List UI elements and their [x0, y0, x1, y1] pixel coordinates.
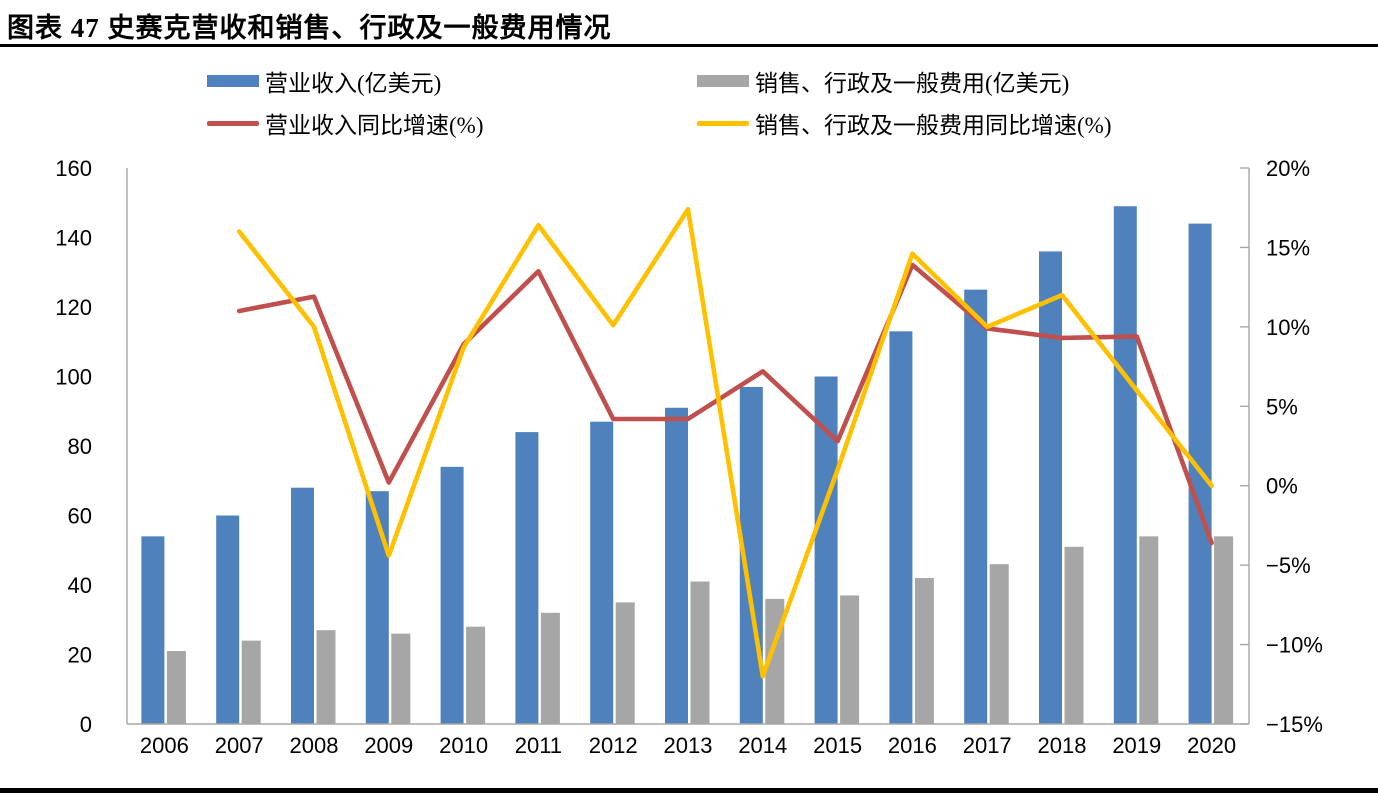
bar-revenue-2007	[216, 515, 240, 724]
bar-sgna-2018	[1064, 546, 1084, 724]
left-axis-tick-label: 160	[55, 156, 92, 181]
legend-item-revenue: 营业收入(亿美元)	[207, 68, 441, 96]
right-axis-tick-label: 15%	[1266, 235, 1310, 260]
left-axis-tick-label: 20	[68, 643, 92, 668]
bar-revenue-2009	[365, 491, 389, 724]
bar-revenue-2011	[515, 432, 539, 724]
left-axis-tick-label: 120	[55, 295, 92, 320]
bar-revenue-2010	[440, 466, 464, 724]
left-axis-tick-label: 140	[55, 226, 92, 251]
right-axis-tick-label: 20%	[1266, 156, 1310, 181]
legend-item-sgna-growth: 销售、行政及一般费用同比增速(%)	[697, 110, 1111, 138]
line-revenue-growth	[236, 262, 1214, 546]
legend-swatch-sgna-growth-line	[697, 120, 749, 126]
bar-sgna-2016	[914, 578, 934, 724]
bar-sgna-2020	[1214, 536, 1234, 724]
right-axis-tick-label: −5%	[1266, 553, 1311, 578]
x-axis-label: 2014	[738, 733, 787, 758]
bar-revenue-2016	[889, 331, 913, 724]
x-axis-label: 2013	[664, 733, 713, 758]
bar-revenue-2008	[291, 487, 314, 724]
x-axis-label: 2006	[140, 733, 189, 758]
bar-sgna-2012	[615, 602, 635, 724]
left-axis-tick-label: 100	[55, 365, 92, 390]
bar-sgna-2013	[690, 581, 710, 724]
bar-sgna-2017	[989, 564, 1009, 724]
x-axis-label: 2008	[290, 733, 339, 758]
right-axis-tick-label: 5%	[1266, 394, 1298, 419]
bar-revenue-2017	[964, 289, 988, 724]
bar-sgna-2007	[241, 640, 261, 724]
x-axis-label: 2018	[1038, 733, 1087, 758]
bar-sgna-2019	[1139, 536, 1159, 724]
legend-item-revenue-growth: 营业收入同比增速(%)	[207, 110, 483, 138]
title-divider-rule	[0, 44, 1378, 47]
bar-sgna-2010	[466, 626, 486, 724]
legend-swatch-revenue-bar	[207, 75, 259, 87]
legend-label-revenue: 营业收入(亿美元)	[265, 71, 442, 96]
x-axis-label: 2017	[963, 733, 1012, 758]
x-axis-label: 2015	[813, 733, 862, 758]
right-axis-tick-label: 10%	[1266, 315, 1310, 340]
x-axis-label: 2012	[589, 733, 638, 758]
left-axis-tick-label: 0	[80, 712, 92, 737]
figure-title: 图表 47 史赛克营收和销售、行政及一般费用情况	[7, 13, 612, 43]
bar-revenue-2019	[1113, 206, 1137, 725]
x-axis-label: 2016	[888, 733, 937, 758]
bar-sgna-2006	[166, 651, 186, 724]
x-axis-label: 2011	[515, 733, 562, 758]
bar-sgna-2015	[840, 595, 860, 724]
bar-revenue-2012	[590, 421, 614, 724]
right-axis-tick-label: 0%	[1266, 474, 1298, 499]
legend-label-revenue-growth: 营业收入同比增速(%)	[265, 113, 484, 138]
line-sgna-growth	[236, 207, 1214, 679]
bar-revenue-2006	[141, 536, 165, 724]
bar-revenue-2015	[814, 376, 838, 724]
legend-swatch-revenue-growth-line	[207, 120, 259, 126]
legend-swatch-sgna-bar	[697, 75, 749, 87]
x-axis-label: 2009	[364, 733, 413, 758]
x-axis-label: 2007	[215, 733, 264, 758]
bar-sgna-2008	[316, 630, 336, 724]
bottom-border-rule	[0, 788, 1378, 793]
legend-item-sgna: 销售、行政及一般费用(亿美元)	[697, 68, 1069, 96]
right-axis-tick-label: −15%	[1266, 712, 1323, 737]
left-axis-tick-label: 40	[68, 573, 92, 598]
legend-label-sgna-growth: 销售、行政及一般费用同比增速(%)	[755, 113, 1112, 138]
x-axis-label: 2020	[1187, 733, 1236, 758]
bar-revenue-2018	[1039, 251, 1062, 724]
x-axis-label: 2010	[439, 733, 488, 758]
left-axis-tick-label: 80	[68, 434, 92, 459]
left-axis-tick-label: 60	[68, 504, 92, 529]
legend-label-sgna: 销售、行政及一般费用(亿美元)	[755, 71, 1070, 96]
right-axis-tick-label: −10%	[1266, 633, 1323, 658]
bar-revenue-2013	[665, 407, 688, 724]
bar-sgna-2011	[540, 612, 560, 724]
x-axis-label: 2019	[1112, 733, 1161, 758]
bar-sgna-2009	[391, 633, 411, 724]
